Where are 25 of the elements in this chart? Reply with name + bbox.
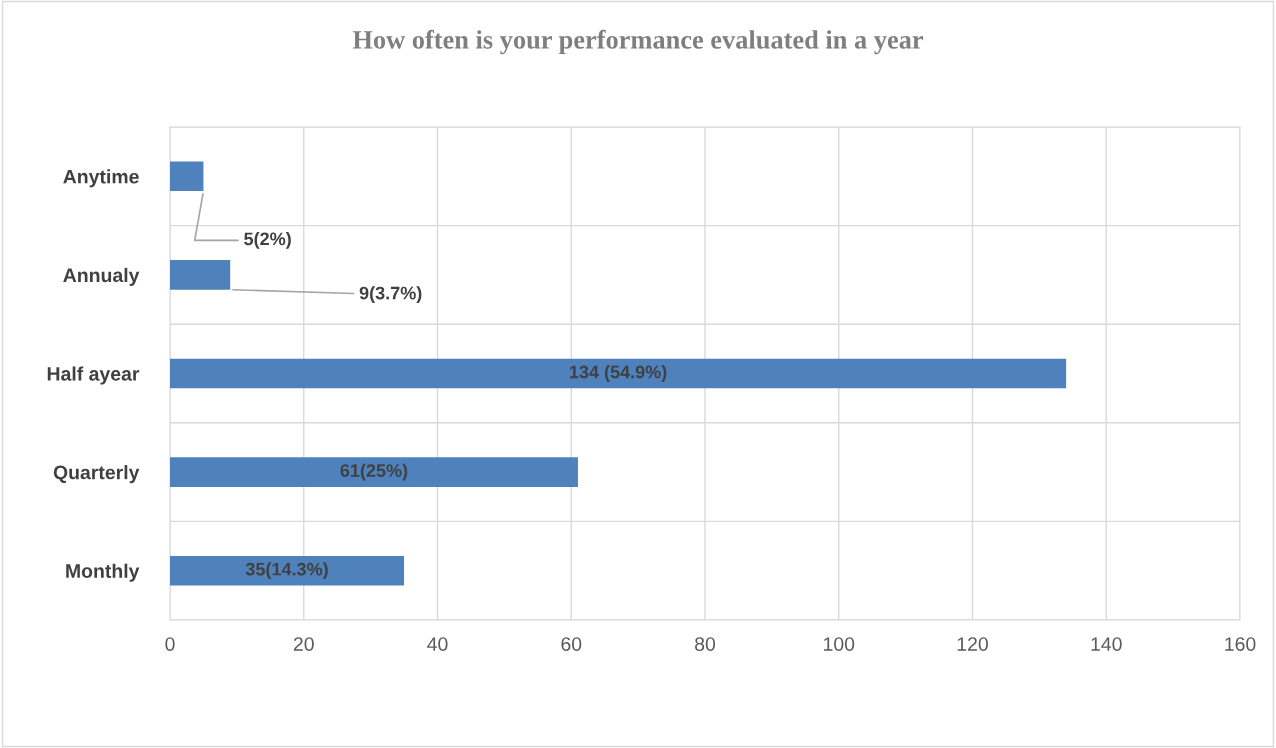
data-label: 9(3.7%) xyxy=(359,286,422,304)
y-tick-label: Quarterly xyxy=(53,465,140,484)
y-tick-label: Annualy xyxy=(63,267,140,286)
data-label: 61(25%) xyxy=(340,463,408,481)
x-tick-label: 160 xyxy=(1225,637,1256,651)
bar xyxy=(170,260,231,290)
bar xyxy=(170,161,204,192)
data-label: 35(14.3%) xyxy=(245,562,328,580)
x-tick-label: 0 xyxy=(165,637,175,651)
data-label: 134 (54.9%) xyxy=(570,365,667,382)
y-tick-label: Monthly xyxy=(66,563,140,582)
y-tick-label: Half ayear xyxy=(47,366,140,385)
x-tick-label: 80 xyxy=(695,637,716,651)
y-tick-label: Anytime xyxy=(63,169,139,188)
x-tick-label: 120 xyxy=(957,637,988,651)
chart-title: How often is your performance evaluated in a year xyxy=(352,29,924,55)
x-tick-label: 100 xyxy=(824,637,855,651)
x-tick-label: 140 xyxy=(1091,637,1122,651)
bar xyxy=(170,555,405,586)
x-tick-label: 20 xyxy=(293,637,314,651)
data-label: 5(2%) xyxy=(244,231,291,249)
x-tick-label: 40 xyxy=(427,637,448,651)
bar xyxy=(170,358,1067,389)
x-tick-label: 60 xyxy=(561,637,582,651)
bar xyxy=(170,457,578,487)
